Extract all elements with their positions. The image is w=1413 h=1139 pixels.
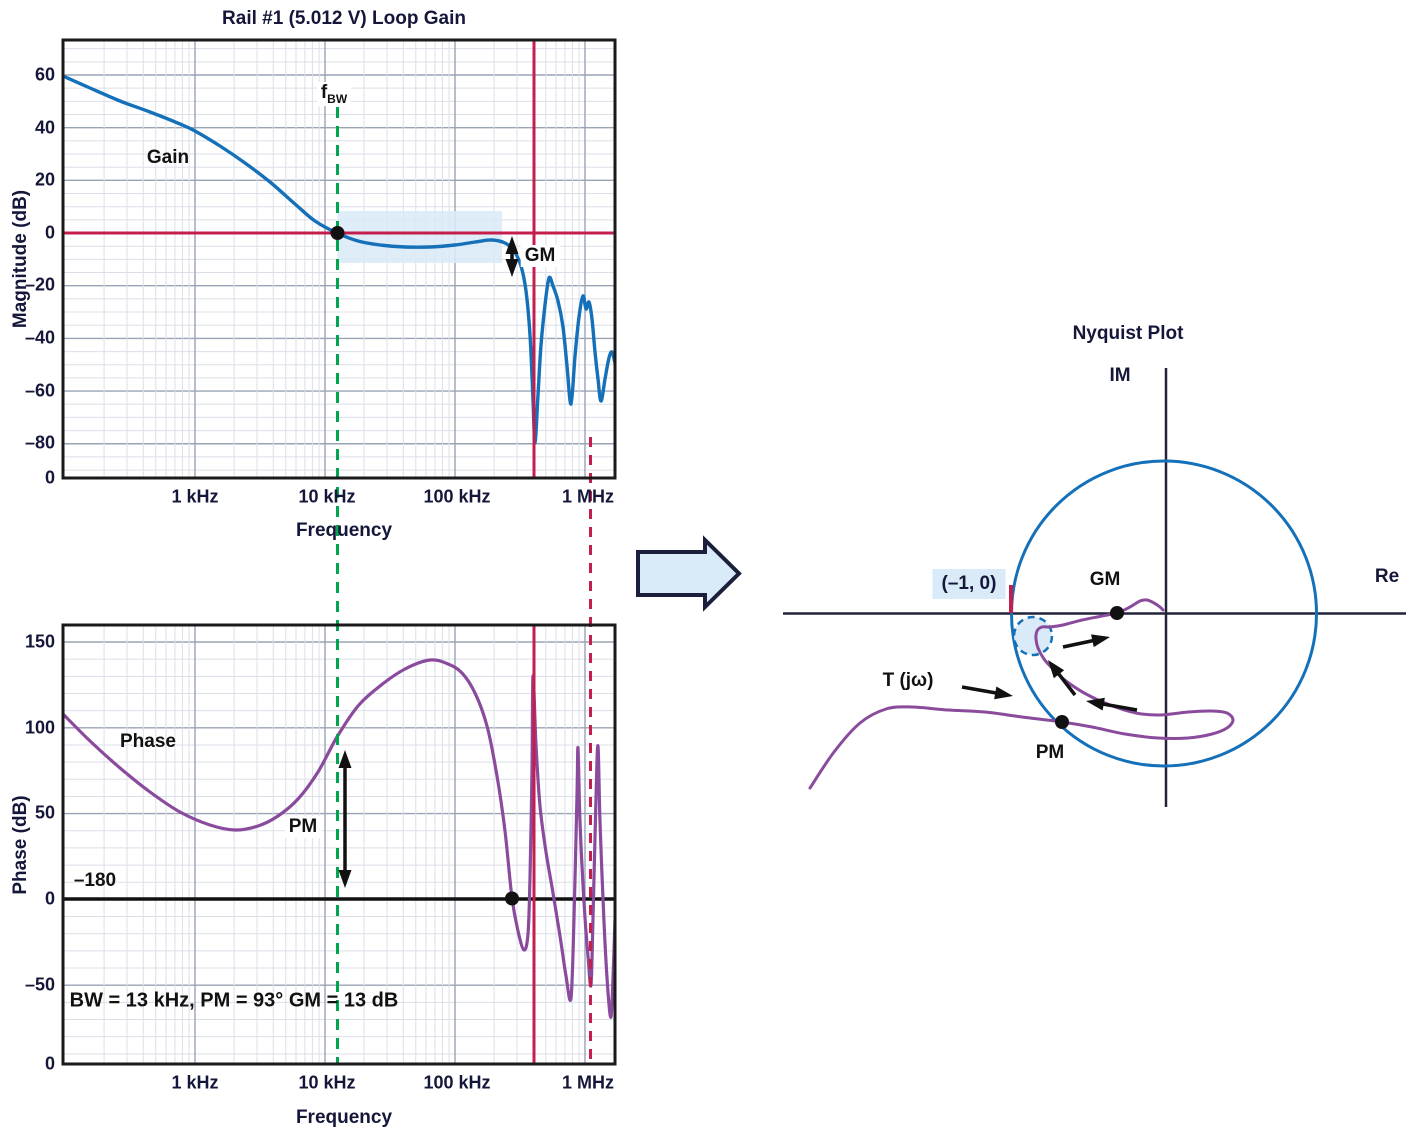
- nyquist-gm-label: GM: [1089, 569, 1121, 590]
- phase-curve: [63, 658, 615, 1019]
- nyquist-pm-dot: [1055, 715, 1069, 729]
- gain-curve-label: Gain: [146, 147, 190, 168]
- phase-ytick-label: –50: [24, 974, 55, 995]
- phase-ytick-label: 150: [24, 631, 55, 652]
- phase-xtick-label: 1 kHz: [171, 1072, 219, 1093]
- phase-xtick-label: 10 kHz: [298, 1072, 356, 1093]
- nyquist-unit-circle: [1010, 459, 1318, 768]
- gain-curve: [63, 74, 615, 445]
- direction-arrow-2-head: [1086, 697, 1105, 711]
- gm-arrow-head2: [505, 236, 519, 254]
- direction-arrow-1-shaft: [1055, 670, 1077, 697]
- gm-arrow-head: [505, 259, 519, 277]
- direction-arrow-2-shaft: [1100, 701, 1138, 712]
- fbw-subscript: BW: [327, 91, 348, 106]
- phase-curve-label: Phase: [120, 731, 176, 752]
- minus1-point-label: (–1, 0): [932, 569, 1006, 599]
- mag-ytick-label: –40: [24, 327, 55, 348]
- mag-ytick-label: 0: [44, 467, 55, 488]
- mag-plot-frame: [61, 38, 617, 480]
- pm-arrow-head2: [338, 750, 352, 768]
- mag-ytick-label: –60: [24, 380, 55, 401]
- mag-xtick-label: 10 kHz: [298, 486, 356, 507]
- direction-arrow-0-head: [994, 686, 1013, 700]
- mag-ytick-label: 60: [34, 64, 55, 85]
- direction-arrow-3-head: [1091, 634, 1110, 648]
- direction-arrow-3-shaft: [1062, 638, 1096, 649]
- crossover-dot: [505, 891, 519, 906]
- im-axis-label: IM: [1109, 365, 1131, 386]
- minus-180-label: –180: [73, 870, 117, 891]
- phase-xtick-label: 1 MHz: [561, 1072, 615, 1093]
- margin-summary-text: BW = 13 kHz, PM = 93° GM = 13 dB: [69, 989, 399, 1012]
- critical-region-circle: [1012, 615, 1054, 657]
- mag-ytick-label: 40: [34, 117, 55, 138]
- nyquist-title: Nyquist Plot: [1072, 323, 1184, 344]
- mag-ytick-label: –20: [24, 274, 55, 295]
- mag-ytick-label: 0: [44, 222, 55, 243]
- nyquist-gm-dot: [1110, 606, 1124, 620]
- phase-ytick-label: 100: [24, 717, 55, 738]
- transition-arrow-icon: [636, 535, 742, 612]
- phase-ytick-label: 0: [44, 1053, 55, 1074]
- direction-arrow-0-shaft: [961, 685, 999, 696]
- magnitude-axis-label: Magnitude (dB): [10, 189, 31, 329]
- mag-xtick-label: 1 kHz: [171, 486, 219, 507]
- phase-axis-label: Phase (dB): [10, 795, 31, 895]
- phase-ytick-label: 0: [44, 888, 55, 909]
- mag-ytick-label: –80: [24, 432, 55, 453]
- nyquist-pm-label: PM: [1035, 742, 1065, 763]
- pm-arrow-head: [338, 870, 352, 888]
- re-axis-label: Re: [1374, 566, 1400, 587]
- frequency-label-bottom: Frequency: [295, 1107, 393, 1128]
- mag-xtick-label: 100 kHz: [423, 486, 491, 507]
- fbw-label: fBW: [316, 82, 352, 106]
- phase-xtick-label: 100 kHz: [423, 1072, 491, 1093]
- gain-margin-highlight: [337, 211, 502, 263]
- mag-ytick-label: 20: [34, 169, 55, 190]
- t-jw-label: T (jω): [882, 670, 934, 691]
- mag-xtick-label: 1 MHz: [561, 486, 615, 507]
- direction-arrow-1-head: [1048, 660, 1065, 679]
- fbw-base: f: [320, 82, 328, 104]
- frequency-label-top: Frequency: [295, 520, 393, 541]
- phase-ytick-label: 50: [34, 802, 55, 823]
- phase-plot-frame: [61, 623, 617, 1066]
- crossover-dot: [330, 226, 345, 240]
- bode-title: Rail #1 (5.012 V) Loop Gain: [222, 8, 466, 29]
- nyquist-trajectory: [808, 598, 1235, 790]
- phase-margin-label: PM: [284, 816, 322, 838]
- gain-margin-label: GM: [520, 245, 560, 267]
